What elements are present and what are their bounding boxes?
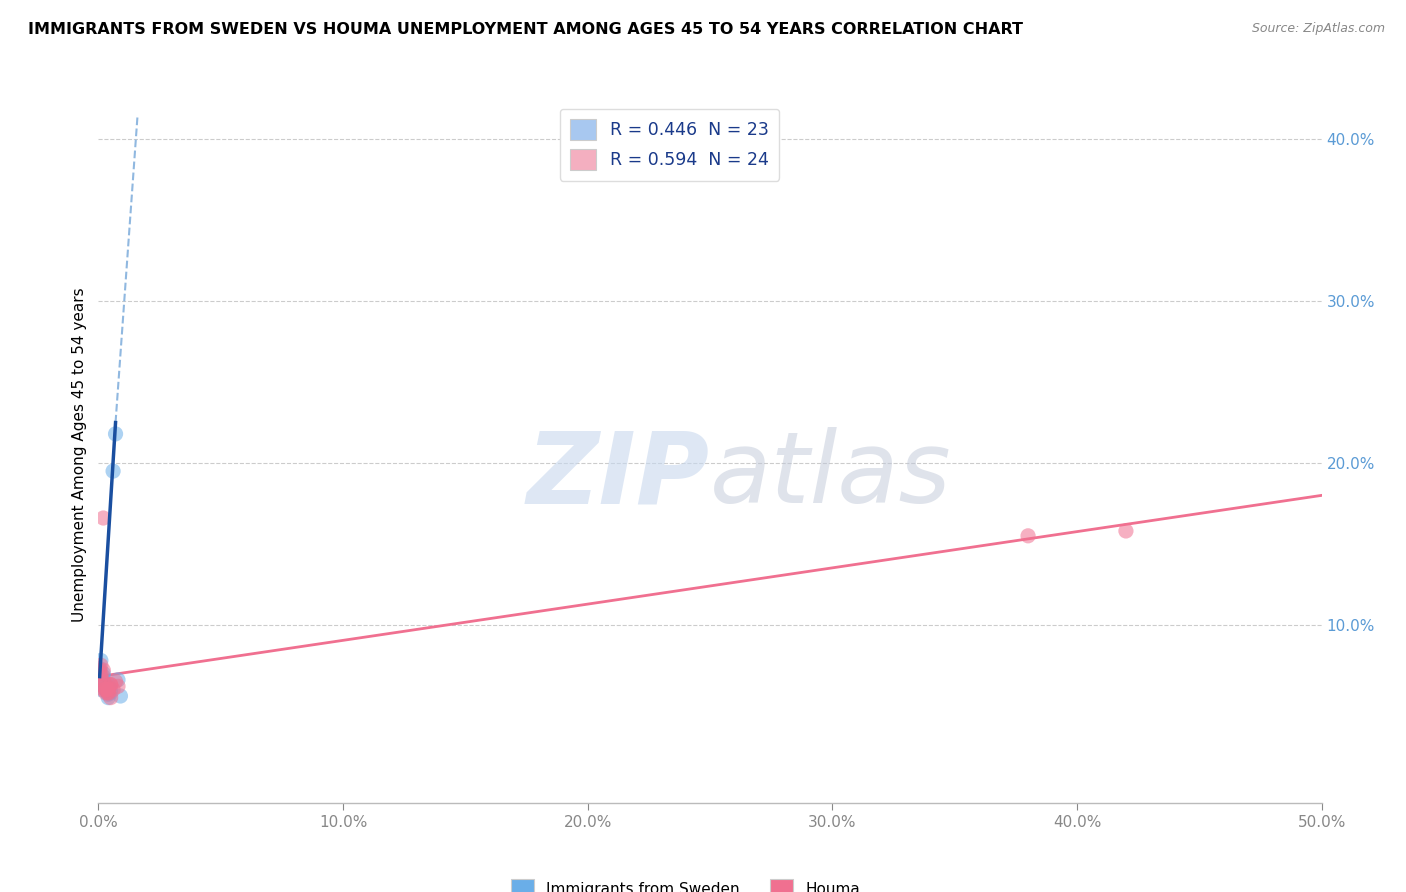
Point <box>90 670 112 684</box>
Point <box>101 682 124 697</box>
Legend: Immigrants from Sweden, Houma: Immigrants from Sweden, Houma <box>505 873 866 892</box>
Point <box>97 686 120 700</box>
Point <box>94 682 117 697</box>
Point <box>91 673 114 687</box>
Point <box>91 666 114 681</box>
Point <box>90 678 112 692</box>
Point <box>100 686 122 700</box>
Point <box>91 679 114 693</box>
Point <box>94 682 117 697</box>
Point <box>94 678 117 692</box>
Text: ZIP: ZIP <box>527 427 710 524</box>
Y-axis label: Unemployment Among Ages 45 to 54 years: Unemployment Among Ages 45 to 54 years <box>72 287 87 623</box>
Point <box>107 673 129 687</box>
Point <box>91 511 114 525</box>
Point <box>94 686 117 700</box>
Text: IMMIGRANTS FROM SWEDEN VS HOUMA UNEMPLOYMENT AMONG AGES 45 TO 54 YEARS CORRELATI: IMMIGRANTS FROM SWEDEN VS HOUMA UNEMPLOY… <box>28 22 1024 37</box>
Point <box>97 686 120 700</box>
Point <box>101 464 124 478</box>
Point <box>94 678 117 692</box>
Point <box>90 671 112 685</box>
Point <box>94 682 117 697</box>
Point <box>1115 524 1137 538</box>
Text: Source: ZipAtlas.com: Source: ZipAtlas.com <box>1251 22 1385 36</box>
Point <box>97 687 120 701</box>
Point <box>97 690 120 705</box>
Point <box>91 682 114 697</box>
Point <box>91 678 114 692</box>
Point <box>100 682 122 697</box>
Point <box>89 661 111 675</box>
Point <box>97 682 120 697</box>
Point <box>90 666 112 681</box>
Point <box>91 670 114 684</box>
Point <box>94 682 117 697</box>
Point <box>91 674 114 689</box>
Point <box>1017 529 1039 543</box>
Point <box>110 689 132 703</box>
Point <box>90 653 112 667</box>
Text: atlas: atlas <box>710 427 952 524</box>
Point <box>107 679 129 693</box>
Point <box>104 426 127 441</box>
Point <box>97 682 120 697</box>
Point <box>97 678 120 692</box>
Point <box>89 663 111 677</box>
Point <box>90 658 112 673</box>
Point <box>90 682 112 697</box>
Point <box>100 678 122 692</box>
Point <box>91 663 114 677</box>
Point <box>100 690 122 705</box>
Point <box>97 686 120 700</box>
Point <box>104 674 127 689</box>
Point <box>100 678 122 692</box>
